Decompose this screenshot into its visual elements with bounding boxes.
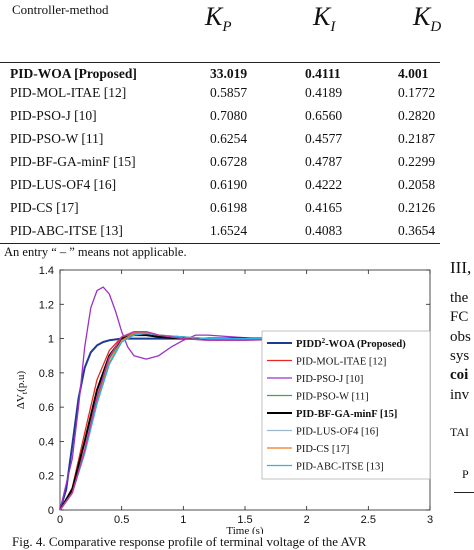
cell-kp: 0.6728 xyxy=(210,154,248,169)
cell-kd: 0.2299 xyxy=(398,154,436,169)
cell-ki: 0.6560 xyxy=(305,108,343,123)
y-tick-label: 0.4 xyxy=(39,436,54,448)
cell-kd: 0.2820 xyxy=(398,108,436,123)
legend-label: PID-ABC-ITSE [13] xyxy=(296,462,384,473)
truncated-text-line: TAI xyxy=(450,425,470,439)
table-footnote: An entry “ – ” means not applicable. xyxy=(4,245,187,259)
cell-kp: 0.6190 xyxy=(210,177,248,192)
series-line xyxy=(59,286,430,511)
cell-kd: 4.001 xyxy=(398,66,429,81)
cell-kp: 1.6524 xyxy=(210,223,248,238)
table-row: PID-ABC-ITSE [13] 1.6524 0.4083 0.3654 xyxy=(0,219,440,243)
truncated-text-line: FC xyxy=(450,309,469,325)
cell-kp: 0.5857 xyxy=(210,85,248,100)
legend-label: PID-PSO-J [10] xyxy=(296,374,363,385)
y-tick-label: 1.4 xyxy=(39,265,54,277)
cell-ki: 0.4189 xyxy=(305,85,343,100)
cell-method: PID-BF-GA-minF [15] xyxy=(10,154,136,169)
table-row: PID-CS [17] 0.6198 0.4165 0.2126 xyxy=(0,196,440,220)
x-tick-label: 1.5 xyxy=(237,514,252,526)
x-tick-label: 2 xyxy=(304,514,310,526)
cell-kd: 0.3654 xyxy=(398,223,436,238)
header-kd-subscript: D xyxy=(430,19,442,36)
truncated-text-line: the xyxy=(450,290,469,306)
cell-kd: 0.1772 xyxy=(398,85,436,100)
table-row: PID-LUS-OF4 [16] 0.6190 0.4222 0.2058 xyxy=(0,173,440,197)
x-tick-label: 3 xyxy=(427,514,433,526)
y-tick-label: 0.8 xyxy=(39,368,54,380)
cell-ki: 0.4083 xyxy=(305,223,343,238)
table-row: PID-PSO-W [11] 0.6254 0.4577 0.2187 xyxy=(0,127,440,151)
cell-ki: 0.4787 xyxy=(305,154,343,169)
truncated-text-line: sys xyxy=(450,348,470,364)
figure-caption: Fig. 4. Comparative response profile of … xyxy=(12,534,367,549)
y-tick-label: 0 xyxy=(48,505,54,517)
truncated-text-line: III, xyxy=(450,258,472,277)
voltage-response-chart: 0 0.2 0.4 0.6 0.8 1 1.2 1.4 0 0.5 1 1.5 2 2.5 3 Time (s… xyxy=(15,265,433,534)
chart-legend: PIDD2-WOA (Proposed) PID-MOL-ITAE [12] PID… xyxy=(261,330,431,480)
table-row: PID-BF-GA-minF [15] 0.6728 0.4787 0.2299 xyxy=(0,150,440,174)
table-header-row: Controller-method KP KI KD xyxy=(0,0,441,40)
cell-method: PID-ABC-ITSE [13] xyxy=(10,223,123,238)
truncated-text-line: inv xyxy=(450,387,470,403)
cell-kd: 0.2126 xyxy=(398,200,436,215)
cell-kp: 0.6198 xyxy=(210,200,248,215)
cell-method: PID-PSO-J [10] xyxy=(10,108,97,123)
x-tick-label: 0 xyxy=(57,514,63,526)
x-tick-label: 0.5 xyxy=(114,514,129,526)
x-axis-label: Time (s) xyxy=(226,525,264,534)
cell-ki: 0.4577 xyxy=(305,131,343,146)
header-ki-subscript: I xyxy=(330,19,336,36)
legend-label: PIDD2-WOA (Proposed) xyxy=(296,337,406,350)
cell-kp: 0.7080 xyxy=(210,108,248,123)
header-kd-symbol: K xyxy=(413,2,431,31)
legend-label: PID-PSO-W [11] xyxy=(296,392,369,403)
cell-method: PID-LUS-OF4 [16] xyxy=(10,177,117,192)
x-tick-label: 1 xyxy=(180,514,186,526)
cell-method: PID-PSO-W [11] xyxy=(10,131,104,146)
legend-label: PID-MOL-ITAE [12] xyxy=(296,357,386,368)
table-row: PID-MOL-ITAE [12] 0.5857 0.4189 0.1772 xyxy=(0,81,440,105)
cell-method: PID-WOA [Proposed] xyxy=(10,66,137,81)
header-kd: KD xyxy=(413,2,441,36)
cell-method: PID-MOL-ITAE [12] xyxy=(10,85,127,100)
y-tick-label: 0.2 xyxy=(39,471,54,483)
x-tick-label: 2.5 xyxy=(361,514,376,526)
truncated-text-line: coi xyxy=(450,367,469,383)
cell-ki: 0.4111 xyxy=(305,66,341,81)
cell-kd: 0.2058 xyxy=(398,177,436,192)
cell-method: PID-CS [17] xyxy=(10,200,79,215)
header-controller-method: Controller-method xyxy=(12,2,109,17)
header-ki-symbol: K xyxy=(313,2,331,31)
cell-kp: 33.019 xyxy=(210,66,248,81)
cell-kd: 0.2187 xyxy=(398,131,436,146)
header-kp: KP xyxy=(205,2,232,36)
cell-ki: 0.4165 xyxy=(305,200,343,215)
legend-box xyxy=(261,330,431,480)
legend-label: PID-CS [17] xyxy=(296,444,349,455)
table-header-rule xyxy=(0,62,440,63)
truncated-text-line: P xyxy=(462,467,469,481)
table-bottom-rule xyxy=(0,243,440,244)
header-kp-subscript: P xyxy=(222,19,232,36)
y-axis-label: ΔVt(p.u) xyxy=(15,370,29,409)
cell-kp: 0.6254 xyxy=(210,131,248,146)
header-ki: KI xyxy=(313,2,335,36)
table-row: PID-PSO-J [10] 0.7080 0.6560 0.2820 xyxy=(0,104,440,128)
cell-ki: 0.4222 xyxy=(305,177,343,192)
header-kp-symbol: K xyxy=(205,2,223,31)
legend-label: PID-BF-GA-minF [15] xyxy=(296,409,397,420)
table-row: PID-WOA [Proposed] 33.019 0.4111 4.001 xyxy=(0,62,440,86)
legend-label: PID-LUS-OF4 [16] xyxy=(296,427,379,438)
y-tick-label: 1 xyxy=(48,334,54,346)
truncated-table-rule xyxy=(454,492,474,493)
truncated-text-line: obs xyxy=(450,329,471,345)
y-tick-label: 0.6 xyxy=(39,402,54,414)
y-tick-label: 1.2 xyxy=(39,299,54,311)
truncated-next-column: III, the FC obs sys coi inv TAI P xyxy=(440,0,474,545)
